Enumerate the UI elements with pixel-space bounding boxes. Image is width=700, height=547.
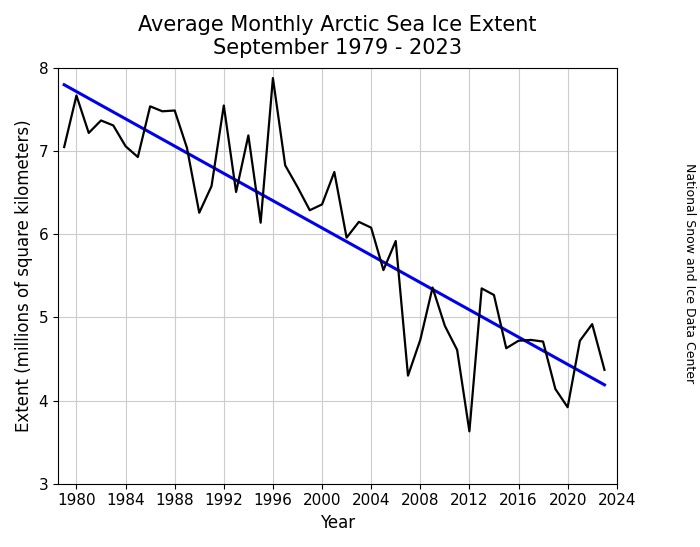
Text: National Snow and Ice Data Center: National Snow and Ice Data Center: [683, 164, 696, 383]
X-axis label: Year: Year: [320, 514, 355, 532]
Title: Average Monthly Arctic Sea Ice Extent
September 1979 - 2023: Average Monthly Arctic Sea Ice Extent Se…: [138, 15, 537, 58]
Y-axis label: Extent (millions of square kilometers): Extent (millions of square kilometers): [15, 120, 33, 432]
